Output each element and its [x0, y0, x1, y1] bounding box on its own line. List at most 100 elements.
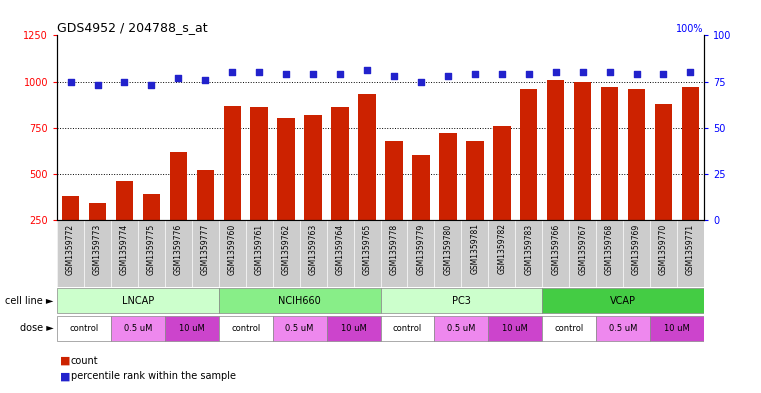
- Text: GSM1359777: GSM1359777: [201, 223, 210, 275]
- Bar: [196, 170, 214, 266]
- Point: [119, 79, 131, 85]
- Bar: [62, 196, 79, 266]
- Bar: [116, 181, 133, 266]
- Text: GSM1359771: GSM1359771: [686, 223, 695, 275]
- Bar: [224, 106, 241, 266]
- Text: control: control: [393, 324, 422, 332]
- Point: [630, 71, 642, 77]
- Point: [65, 79, 77, 85]
- Bar: [654, 104, 672, 266]
- Text: 10 uM: 10 uM: [502, 324, 528, 332]
- Text: GSM1359783: GSM1359783: [524, 223, 533, 275]
- Bar: [520, 89, 537, 266]
- Point: [549, 69, 562, 75]
- Bar: [89, 204, 107, 266]
- Text: 100%: 100%: [677, 24, 704, 33]
- Point: [307, 71, 319, 77]
- Bar: [219, 316, 272, 340]
- Point: [226, 69, 238, 75]
- Text: GSM1359770: GSM1359770: [659, 223, 668, 275]
- Bar: [142, 194, 160, 266]
- Bar: [380, 316, 435, 340]
- Bar: [489, 316, 542, 340]
- Point: [469, 71, 481, 77]
- Text: GSM1359776: GSM1359776: [174, 223, 183, 275]
- Text: 0.5 uM: 0.5 uM: [124, 324, 152, 332]
- Bar: [331, 107, 349, 266]
- Point: [658, 71, 670, 77]
- Bar: [543, 316, 596, 340]
- Text: ■: ■: [60, 371, 71, 381]
- Bar: [111, 316, 165, 340]
- Text: GSM1359762: GSM1359762: [282, 223, 291, 275]
- Point: [415, 79, 427, 85]
- Text: control: control: [555, 324, 584, 332]
- Bar: [385, 141, 403, 266]
- Bar: [493, 126, 511, 266]
- Text: GSM1359775: GSM1359775: [147, 223, 156, 275]
- Bar: [304, 115, 322, 266]
- Point: [172, 75, 184, 81]
- Bar: [219, 288, 380, 313]
- Text: GDS4952 / 204788_s_at: GDS4952 / 204788_s_at: [57, 21, 208, 34]
- Text: GSM1359766: GSM1359766: [551, 223, 560, 275]
- Text: 0.5 uM: 0.5 uM: [609, 324, 637, 332]
- Text: 10 uM: 10 uM: [179, 324, 205, 332]
- Text: NCIH660: NCIH660: [279, 296, 321, 306]
- Text: 0.5 uM: 0.5 uM: [285, 324, 314, 332]
- Bar: [358, 94, 376, 266]
- Point: [253, 69, 266, 75]
- Bar: [547, 80, 565, 266]
- Text: GSM1359779: GSM1359779: [416, 223, 425, 275]
- Bar: [574, 82, 591, 266]
- Bar: [412, 155, 430, 266]
- Point: [388, 73, 400, 79]
- Text: GSM1359781: GSM1359781: [470, 223, 479, 274]
- Bar: [650, 316, 704, 340]
- Point: [334, 71, 346, 77]
- Point: [577, 69, 589, 75]
- Bar: [57, 288, 219, 313]
- Text: GSM1359780: GSM1359780: [444, 223, 452, 275]
- Point: [523, 71, 535, 77]
- Point: [145, 82, 158, 88]
- Text: GSM1359765: GSM1359765: [362, 223, 371, 275]
- Bar: [165, 316, 219, 340]
- Bar: [272, 316, 326, 340]
- Text: cell line ►: cell line ►: [5, 296, 53, 306]
- Text: GSM1359778: GSM1359778: [390, 223, 399, 275]
- Text: GSM1359782: GSM1359782: [497, 223, 506, 274]
- Bar: [278, 118, 295, 266]
- Point: [603, 69, 616, 75]
- Bar: [250, 107, 268, 266]
- Text: percentile rank within the sample: percentile rank within the sample: [71, 371, 236, 381]
- Text: 10 uM: 10 uM: [664, 324, 690, 332]
- Bar: [628, 89, 645, 266]
- Text: control: control: [231, 324, 260, 332]
- Text: 0.5 uM: 0.5 uM: [447, 324, 476, 332]
- Text: GSM1359763: GSM1359763: [309, 223, 317, 275]
- Bar: [682, 87, 699, 266]
- Text: GSM1359760: GSM1359760: [228, 223, 237, 275]
- Text: GSM1359761: GSM1359761: [255, 223, 264, 275]
- Bar: [170, 152, 187, 266]
- Point: [684, 69, 696, 75]
- Text: GSM1359773: GSM1359773: [93, 223, 102, 275]
- Bar: [466, 141, 483, 266]
- Text: GSM1359772: GSM1359772: [66, 223, 75, 275]
- Point: [199, 77, 212, 83]
- Bar: [596, 316, 650, 340]
- Text: dose ►: dose ►: [20, 323, 53, 333]
- Bar: [57, 316, 111, 340]
- Bar: [543, 288, 704, 313]
- Text: ■: ■: [60, 356, 71, 365]
- Text: VCAP: VCAP: [610, 296, 636, 306]
- Point: [91, 82, 103, 88]
- Text: LNCAP: LNCAP: [122, 296, 154, 306]
- Point: [280, 71, 292, 77]
- Bar: [435, 316, 489, 340]
- Text: control: control: [69, 324, 99, 332]
- Text: count: count: [71, 356, 98, 365]
- Text: GSM1359769: GSM1359769: [632, 223, 641, 275]
- Point: [495, 71, 508, 77]
